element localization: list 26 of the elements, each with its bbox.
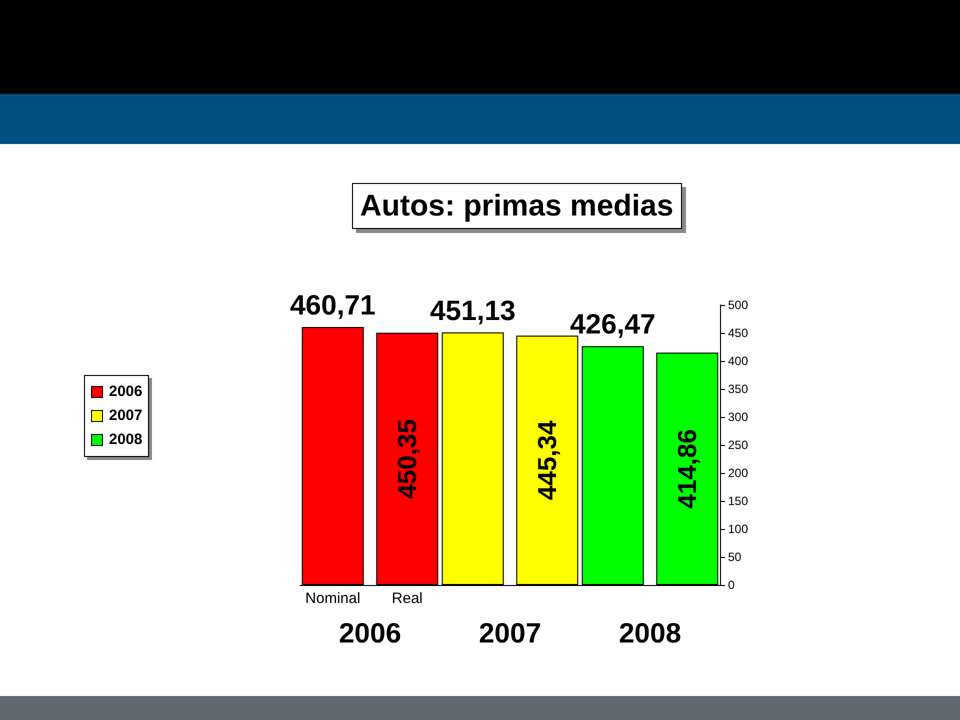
category-label: 2008 <box>109 431 142 448</box>
y-tick-label: 200 <box>728 466 748 480</box>
data-label: 414,86 <box>672 429 702 509</box>
chart-title: Autos: primas medias <box>360 190 674 222</box>
y-tick-label: 400 <box>728 354 748 368</box>
y-tick-label: 250 <box>728 438 748 452</box>
x-tick-label: 2007 <box>478 618 542 648</box>
data-label: 445,34 <box>532 420 562 500</box>
x-tick-label: 2006 <box>338 618 402 648</box>
data-label: 460,71 <box>290 290 376 320</box>
y-tick-label: 350 <box>728 382 748 396</box>
y-tick-label: 150 <box>728 494 748 508</box>
y-tick-label: 50 <box>728 550 742 564</box>
y-tick-label: 500 <box>728 298 748 312</box>
series-label: Real <box>392 590 423 607</box>
y-tick-label: 0 <box>728 578 735 592</box>
data-label: 426,47 <box>570 308 656 340</box>
y-tick-label: 300 <box>728 410 748 424</box>
series-label: Nominal <box>305 590 360 607</box>
y-tick-label: 450 <box>728 326 748 340</box>
data-label: 451,13 <box>430 294 516 326</box>
category-label: 2007 <box>109 407 142 424</box>
x-tick-label: 2008 <box>618 618 682 648</box>
category-label: 2006 <box>109 383 142 400</box>
data-label: 450,35 <box>392 419 422 499</box>
y-tick-label: 100 <box>728 522 748 536</box>
